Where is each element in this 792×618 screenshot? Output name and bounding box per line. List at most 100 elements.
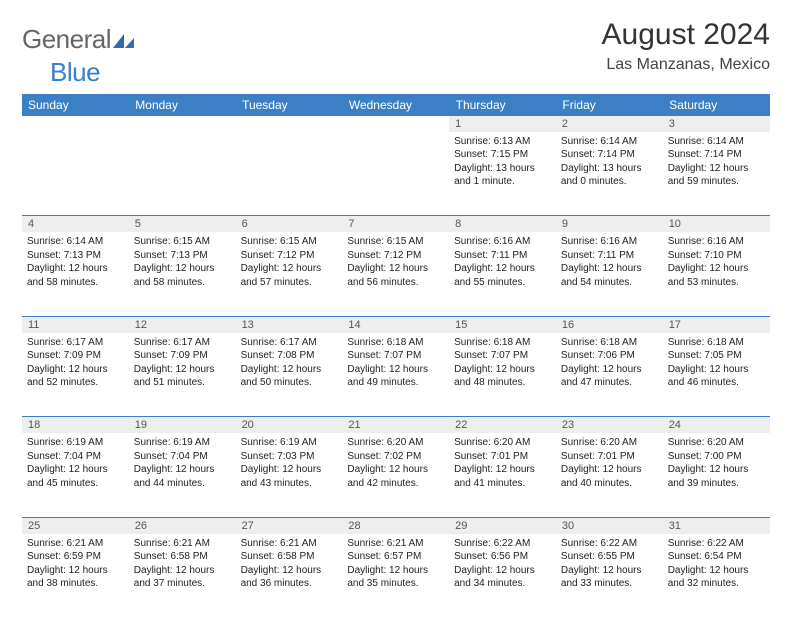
day-number-cell (236, 116, 343, 132)
sunrise-text: Sunrise: 6:17 AM (241, 336, 338, 350)
day-cell: Sunrise: 6:20 AMSunset: 7:02 PMDaylight:… (342, 433, 449, 517)
day-number-cell: 2 (556, 116, 663, 132)
day-cell: Sunrise: 6:14 AMSunset: 7:14 PMDaylight:… (556, 132, 663, 216)
day-number-cell: 3 (663, 116, 770, 132)
day-details: Sunrise: 6:21 AMSunset: 6:58 PMDaylight:… (236, 534, 343, 595)
sunrise-text: Sunrise: 6:21 AM (241, 537, 338, 551)
sunset-text: Sunset: 7:11 PM (454, 249, 551, 263)
daylight-text: Daylight: 12 hours and 58 minutes. (27, 262, 124, 289)
sunrise-text: Sunrise: 6:22 AM (561, 537, 658, 551)
sunset-text: Sunset: 7:07 PM (454, 349, 551, 363)
day-cell: Sunrise: 6:17 AMSunset: 7:08 PMDaylight:… (236, 333, 343, 417)
daylight-text: Daylight: 12 hours and 40 minutes. (561, 463, 658, 490)
day-number-cell: 26 (129, 517, 236, 534)
day-cell: Sunrise: 6:20 AMSunset: 7:01 PMDaylight:… (556, 433, 663, 517)
day-details: Sunrise: 6:18 AMSunset: 7:07 PMDaylight:… (342, 333, 449, 394)
sunset-text: Sunset: 7:05 PM (668, 349, 765, 363)
day-details: Sunrise: 6:22 AMSunset: 6:55 PMDaylight:… (556, 534, 663, 595)
sunrise-text: Sunrise: 6:22 AM (668, 537, 765, 551)
day-number-row: 11121314151617 (22, 316, 770, 333)
day-cell: Sunrise: 6:18 AMSunset: 7:07 PMDaylight:… (342, 333, 449, 417)
day-number-cell: 8 (449, 216, 556, 233)
daylight-text: Daylight: 12 hours and 49 minutes. (347, 363, 444, 390)
day-details: Sunrise: 6:19 AMSunset: 7:04 PMDaylight:… (22, 433, 129, 494)
weekday-header: Wednesday (342, 94, 449, 116)
day-number-cell: 17 (663, 316, 770, 333)
sunrise-text: Sunrise: 6:15 AM (241, 235, 338, 249)
day-cell: Sunrise: 6:21 AMSunset: 6:58 PMDaylight:… (236, 534, 343, 618)
daylight-text: Daylight: 13 hours and 0 minutes. (561, 162, 658, 189)
day-number-cell: 27 (236, 517, 343, 534)
sunset-text: Sunset: 7:10 PM (668, 249, 765, 263)
sunset-text: Sunset: 7:07 PM (347, 349, 444, 363)
day-number-cell: 4 (22, 216, 129, 233)
day-number-cell: 29 (449, 517, 556, 534)
logo: General Blue (22, 18, 135, 88)
day-number-cell (342, 116, 449, 132)
sunset-text: Sunset: 7:03 PM (241, 450, 338, 464)
sunrise-text: Sunrise: 6:19 AM (134, 436, 231, 450)
sunset-text: Sunset: 6:59 PM (27, 550, 124, 564)
sunset-text: Sunset: 7:08 PM (241, 349, 338, 363)
weekday-header: Sunday (22, 94, 129, 116)
day-number-cell: 30 (556, 517, 663, 534)
logo-word1: General (22, 24, 111, 54)
daylight-text: Daylight: 13 hours and 1 minute. (454, 162, 551, 189)
sunset-text: Sunset: 7:01 PM (454, 450, 551, 464)
day-details: Sunrise: 6:15 AMSunset: 7:12 PMDaylight:… (236, 232, 343, 293)
day-cell: Sunrise: 6:22 AMSunset: 6:55 PMDaylight:… (556, 534, 663, 618)
daylight-text: Daylight: 12 hours and 39 minutes. (668, 463, 765, 490)
day-number-cell: 18 (22, 417, 129, 434)
day-details: Sunrise: 6:16 AMSunset: 7:11 PMDaylight:… (449, 232, 556, 293)
day-details: Sunrise: 6:19 AMSunset: 7:04 PMDaylight:… (129, 433, 236, 494)
day-cell (129, 132, 236, 216)
sunrise-text: Sunrise: 6:18 AM (454, 336, 551, 350)
sunset-text: Sunset: 7:02 PM (347, 450, 444, 464)
day-number-cell: 13 (236, 316, 343, 333)
day-number-cell: 7 (342, 216, 449, 233)
day-number-cell (129, 116, 236, 132)
sunrise-text: Sunrise: 6:14 AM (668, 135, 765, 149)
daylight-text: Daylight: 12 hours and 44 minutes. (134, 463, 231, 490)
day-number-cell: 21 (342, 417, 449, 434)
sunrise-text: Sunrise: 6:21 AM (347, 537, 444, 551)
weekday-header: Tuesday (236, 94, 343, 116)
daylight-text: Daylight: 12 hours and 42 minutes. (347, 463, 444, 490)
sunrise-text: Sunrise: 6:15 AM (134, 235, 231, 249)
sunrise-text: Sunrise: 6:15 AM (347, 235, 444, 249)
day-details: Sunrise: 6:14 AMSunset: 7:13 PMDaylight:… (22, 232, 129, 293)
sunrise-text: Sunrise: 6:22 AM (454, 537, 551, 551)
daylight-text: Daylight: 12 hours and 45 minutes. (27, 463, 124, 490)
day-cell: Sunrise: 6:15 AMSunset: 7:12 PMDaylight:… (236, 232, 343, 316)
day-number-cell: 23 (556, 417, 663, 434)
daylight-text: Daylight: 12 hours and 34 minutes. (454, 564, 551, 591)
day-number-row: 25262728293031 (22, 517, 770, 534)
day-content-row: Sunrise: 6:19 AMSunset: 7:04 PMDaylight:… (22, 433, 770, 517)
day-cell: Sunrise: 6:14 AMSunset: 7:14 PMDaylight:… (663, 132, 770, 216)
daylight-text: Daylight: 12 hours and 46 minutes. (668, 363, 765, 390)
day-details: Sunrise: 6:20 AMSunset: 7:01 PMDaylight:… (449, 433, 556, 494)
day-details: Sunrise: 6:14 AMSunset: 7:14 PMDaylight:… (556, 132, 663, 193)
sunrise-text: Sunrise: 6:18 AM (561, 336, 658, 350)
day-details: Sunrise: 6:16 AMSunset: 7:11 PMDaylight:… (556, 232, 663, 293)
day-number-cell: 19 (129, 417, 236, 434)
day-details: Sunrise: 6:21 AMSunset: 6:58 PMDaylight:… (129, 534, 236, 595)
day-cell: Sunrise: 6:16 AMSunset: 7:10 PMDaylight:… (663, 232, 770, 316)
daylight-text: Daylight: 12 hours and 32 minutes. (668, 564, 765, 591)
day-number-row: 45678910 (22, 216, 770, 233)
daylight-text: Daylight: 12 hours and 52 minutes. (27, 363, 124, 390)
day-number-cell: 24 (663, 417, 770, 434)
sunset-text: Sunset: 7:01 PM (561, 450, 658, 464)
day-number-cell: 20 (236, 417, 343, 434)
sunrise-text: Sunrise: 6:20 AM (668, 436, 765, 450)
day-cell: Sunrise: 6:20 AMSunset: 7:00 PMDaylight:… (663, 433, 770, 517)
sunrise-text: Sunrise: 6:13 AM (454, 135, 551, 149)
sunrise-text: Sunrise: 6:20 AM (454, 436, 551, 450)
day-cell: Sunrise: 6:18 AMSunset: 7:05 PMDaylight:… (663, 333, 770, 417)
sunrise-text: Sunrise: 6:20 AM (561, 436, 658, 450)
day-number-cell: 16 (556, 316, 663, 333)
day-details: Sunrise: 6:17 AMSunset: 7:09 PMDaylight:… (22, 333, 129, 394)
day-content-row: Sunrise: 6:13 AMSunset: 7:15 PMDaylight:… (22, 132, 770, 216)
weekday-header: Friday (556, 94, 663, 116)
day-cell: Sunrise: 6:20 AMSunset: 7:01 PMDaylight:… (449, 433, 556, 517)
